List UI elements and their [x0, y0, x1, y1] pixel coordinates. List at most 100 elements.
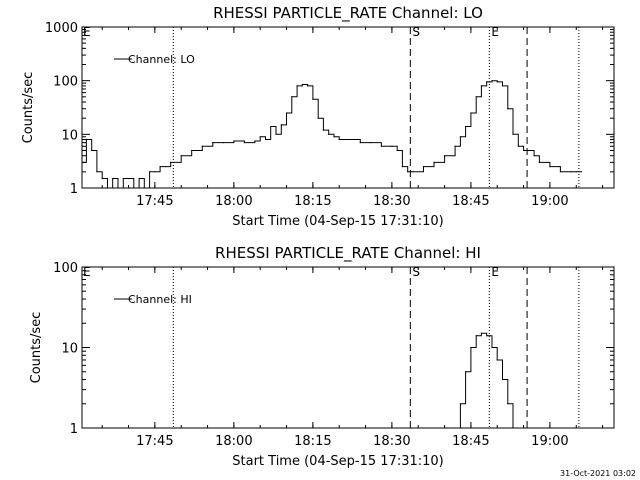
x-tick-label: 18:00: [215, 434, 252, 449]
x-axis-label: Start Time (04-Sep-15 17:31:10): [232, 214, 443, 229]
data-point: [264, 138, 267, 141]
x-tick-label: 18:15: [294, 434, 331, 449]
data-point: [112, 177, 114, 180]
y-tick-label: 1: [70, 422, 78, 437]
data-point: [259, 136, 261, 138]
data-point: [333, 136, 335, 138]
data-point: [254, 140, 256, 142]
x-tick-label: 19:00: [531, 434, 568, 449]
data-point: [396, 149, 398, 152]
data-point: [201, 145, 203, 147]
data-point: [96, 171, 98, 173]
y-axis-label: Counts/sec: [21, 72, 36, 144]
data-point: [575, 171, 577, 173]
x-tick-label: 18:15: [294, 194, 331, 209]
data-point: [512, 427, 514, 428]
data-point: [117, 187, 119, 188]
data-point: [486, 335, 488, 337]
edge-e-mark: E: [83, 265, 91, 279]
chart-2: RHESSI PARTICLE_RATE Channel: HI 17:45 18:…: [29, 244, 615, 469]
data-point: [533, 155, 535, 157]
x-tick-label: 18:30: [373, 194, 410, 209]
legend-label: Channel: LO: [128, 53, 195, 66]
data-point: [370, 142, 372, 144]
data-point: [133, 187, 135, 188]
data-point: [380, 145, 382, 147]
data-point: [82, 161, 83, 163]
data-point: [222, 142, 224, 144]
data-point: [212, 142, 214, 144]
data-point: [154, 171, 156, 173]
data-point: [285, 112, 288, 114]
data-point: [149, 171, 151, 173]
data-point: [359, 142, 361, 144]
data-point: [470, 346, 472, 349]
data-point: [501, 378, 504, 381]
data-point: [317, 117, 319, 119]
data-point: [538, 161, 541, 163]
data-point: [127, 177, 130, 180]
data-point: [559, 171, 562, 173]
data-point: [170, 161, 172, 163]
data-point: [338, 138, 340, 141]
data-point: [501, 85, 504, 87]
data-point: [180, 155, 182, 157]
data-point: [480, 85, 482, 87]
x-tick-label: 18:45: [452, 194, 489, 209]
legend-label: Channel: HI: [128, 293, 192, 306]
x-tick-label: 18:00: [215, 194, 252, 209]
event-marker-label: E: [491, 265, 499, 279]
data-point: [91, 149, 93, 152]
data-point: [480, 332, 482, 334]
data-point: [465, 371, 467, 373]
y-tick-label: 1000: [45, 21, 78, 36]
x-tick-label: 19:00: [531, 194, 568, 209]
x-tick-label: 17:45: [136, 194, 173, 209]
data-point: [422, 166, 425, 168]
data-point: [407, 171, 409, 173]
data-point: [301, 83, 303, 86]
data-point: [475, 335, 477, 337]
data-point: [570, 171, 572, 173]
data-point: [106, 187, 109, 188]
data-point: [138, 177, 140, 180]
data-point: [465, 125, 467, 128]
y-tick-label: 10: [61, 128, 78, 143]
y-axis-label: Counts/sec: [29, 312, 44, 384]
x-tick-label: 18:45: [452, 434, 489, 449]
event-marker-label: S: [412, 265, 420, 279]
data-point: [454, 145, 456, 147]
data-point: [164, 166, 166, 168]
data-point: [307, 85, 309, 87]
data-point: [496, 81, 498, 83]
series-line-1: [455, 332, 514, 428]
data-point: [143, 187, 145, 188]
data-point: [444, 155, 446, 157]
x-tick-label: 17:45: [136, 434, 173, 449]
data-point: [512, 133, 514, 135]
data-point: [122, 177, 124, 180]
data-point: [491, 346, 493, 349]
event-marker-label: E: [491, 25, 499, 39]
data-point: [85, 138, 87, 141]
data-point: [296, 85, 298, 87]
data-point: [349, 138, 351, 141]
data-point: [280, 124, 282, 126]
data-point: [496, 359, 498, 361]
chart-title: RHESSI PARTICLE_RATE Channel: HI: [215, 244, 481, 263]
event-marker-label: S: [412, 25, 420, 39]
data-point: [322, 129, 324, 131]
data-point: [580, 171, 583, 173]
data-point: [491, 80, 493, 82]
y-tick-label: 100: [53, 261, 78, 276]
plot-frame: [81, 266, 615, 429]
series-line-1: [82, 80, 582, 188]
data-point: [391, 145, 393, 147]
data-point: [243, 142, 245, 144]
data-point: [486, 81, 488, 83]
footer-timestamp: 31-Oct-2021 03:02: [560, 469, 636, 478]
y-tick-label: 1: [70, 182, 78, 197]
data-point: [101, 177, 103, 180]
